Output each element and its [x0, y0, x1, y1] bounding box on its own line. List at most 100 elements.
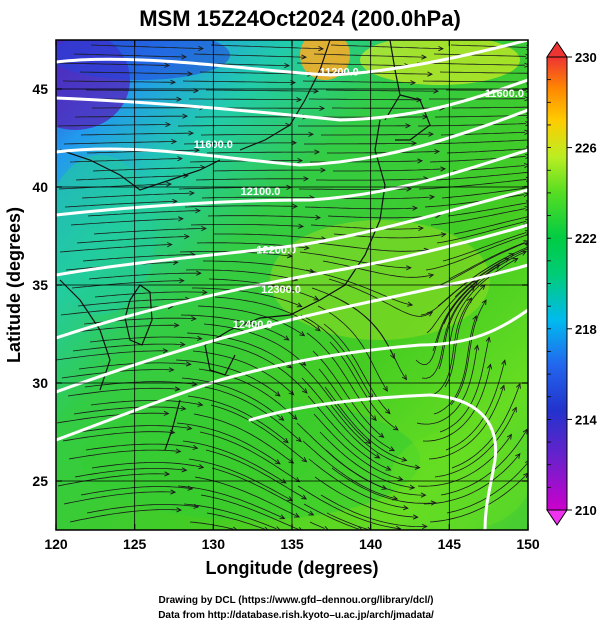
streamline: [214, 233, 326, 240]
streamline-arrow: [175, 448, 182, 454]
streamline: [63, 491, 176, 505]
contour-labels: 11200.0 11600.0 12100.0 12200.0 12300.0 12400…: [194, 66, 524, 331]
contour-line: [56, 308, 528, 442]
streamline: [201, 196, 315, 199]
streamline: [182, 80, 295, 83]
streamline-arrow: [521, 250, 528, 256]
contour-line: [56, 78, 528, 122]
cool-patch: [56, 155, 155, 315]
streamline: [176, 422, 281, 465]
streamline: [214, 296, 321, 332]
streamline-arrow: [525, 460, 528, 463]
streamline-arrow: [170, 79, 177, 85]
taiwan-coast: [164, 399, 181, 451]
streamline: [453, 216, 528, 235]
streamline: [69, 158, 182, 163]
streamline: [306, 332, 377, 421]
contour-label: 11200.0: [320, 66, 359, 78]
contour-label: 12400.0: [233, 319, 273, 331]
streamline: [446, 148, 527, 154]
streamline: [333, 168, 446, 172]
streamline-arrow: [280, 478, 287, 484]
streamline-arrow: [405, 123, 412, 129]
streamline-arrow: [525, 53, 528, 60]
streamline: [81, 192, 194, 199]
streamline-arrow: [522, 428, 528, 435]
streamline: [423, 139, 528, 145]
y-tick-label: 40: [32, 179, 48, 195]
streamline: [88, 272, 201, 280]
warm-patch: [270, 220, 490, 340]
streamline: [307, 395, 391, 471]
streamline: [56, 350, 168, 361]
streamline: [209, 341, 308, 394]
streamline-arrow: [299, 331, 306, 337]
streamline: [305, 269, 413, 306]
streamline: [441, 187, 526, 199]
kyushu-coast: [204, 344, 236, 376]
streamline: [68, 449, 181, 460]
streamline: [89, 336, 202, 343]
streamline-arrow: [406, 265, 412, 271]
sakhalin-coast: [389, 40, 401, 96]
streamline-arrow: [264, 526, 269, 530]
streamline: [177, 485, 285, 519]
streamline-arrow: [179, 341, 186, 348]
hokkaido-coast: [384, 94, 431, 141]
streamline-arrow: [428, 131, 435, 137]
streamline-arrow: [438, 46, 444, 52]
streamline-arrow: [382, 385, 388, 392]
streamline: [62, 431, 175, 442]
contour-line: [248, 393, 432, 422]
streamline: [451, 383, 521, 469]
streamline-arrow: [524, 96, 528, 102]
streamline-arrow: [313, 88, 320, 94]
streamline-arrow: [440, 166, 447, 172]
streamline-arrow: [315, 326, 321, 332]
streamline-arrow: [174, 386, 181, 392]
streamline-arrow: [283, 335, 290, 341]
streamline: [189, 521, 234, 530]
streamline: [193, 53, 307, 58]
streamline-arrow: [472, 280, 479, 286]
streamline-arrow: [173, 259, 179, 266]
streamline: [199, 431, 300, 483]
streamline: [417, 434, 512, 487]
graticule: [56, 40, 528, 530]
contour-label: 12100.0: [241, 186, 281, 198]
streamline-arrow: [378, 432, 385, 438]
streamline: [416, 62, 525, 66]
contour-line: [56, 263, 528, 394]
streamline-arrow: [172, 198, 178, 204]
streamline-arrow: [298, 527, 303, 530]
streamline: [304, 142, 417, 145]
streamline-arrow: [365, 438, 371, 445]
streamline-arrow: [296, 302, 303, 308]
streamline: [418, 123, 527, 127]
streamline-arrow: [401, 456, 408, 462]
streamline: [192, 287, 302, 307]
streamline: [206, 151, 319, 154]
streamline: [187, 395, 289, 443]
streamline: [70, 218, 183, 226]
streamline: [422, 364, 491, 442]
contour-line: [56, 40, 528, 77]
streamline-arrow: [292, 203, 299, 209]
streamline: [443, 251, 527, 325]
streamline-arrow: [500, 384, 505, 391]
streamline: [327, 214, 440, 219]
streamline-arrow: [420, 492, 427, 498]
streamline-arrow: [181, 54, 188, 60]
streamline: [204, 386, 302, 442]
streamline-arrow: [512, 258, 519, 263]
streamline: [303, 503, 359, 530]
streamline: [444, 284, 486, 388]
streamline: [319, 71, 433, 75]
colorbar-max-arrow: [546, 41, 568, 58]
streamline: [415, 280, 478, 365]
streamline: [320, 494, 427, 528]
streamline: [206, 512, 265, 530]
streamline: [448, 242, 525, 280]
streamline-arrow: [194, 147, 201, 153]
streamline: [178, 125, 290, 127]
